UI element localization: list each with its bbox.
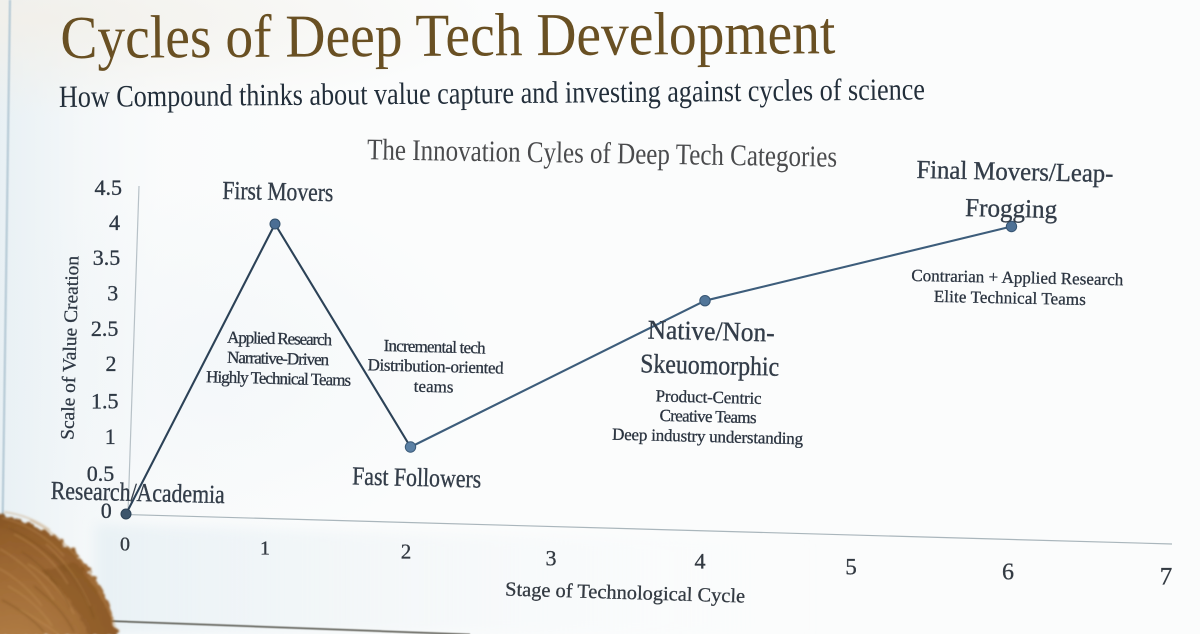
svg-text:The Innovation Cyles of Deep T: The Innovation Cyles of Deep Tech Catego… xyxy=(367,133,837,173)
svg-text:Scale of Value Creation: Scale of Value Creation xyxy=(57,255,83,440)
svg-text:Final Movers/Leap-: Final Movers/Leap- xyxy=(916,155,1114,188)
svg-text:Frogging: Frogging xyxy=(965,193,1058,224)
svg-text:3.5: 3.5 xyxy=(93,245,121,270)
svg-text:Contrarian + Applied Research: Contrarian + Applied Research xyxy=(911,266,1124,289)
svg-text:Distribution-oriented: Distribution-oriented xyxy=(367,355,504,377)
svg-text:Highly Technical Teams: Highly Technical Teams xyxy=(206,367,351,390)
svg-text:Incremental tech: Incremental tech xyxy=(383,336,486,357)
svg-text:5: 5 xyxy=(845,555,857,580)
svg-text:Deep industry understanding: Deep industry understanding xyxy=(612,425,804,449)
svg-text:Creative Teams: Creative Teams xyxy=(659,406,756,427)
svg-text:Research/Academia: Research/Academia xyxy=(50,476,225,509)
svg-text:Native/Non-: Native/Non- xyxy=(647,314,775,347)
svg-text:0: 0 xyxy=(120,534,130,556)
svg-text:2: 2 xyxy=(106,351,117,376)
svg-text:3: 3 xyxy=(107,281,118,306)
svg-text:Narrative-Driven: Narrative-Driven xyxy=(227,348,330,369)
svg-text:7: 7 xyxy=(1160,564,1173,591)
svg-text:1: 1 xyxy=(260,538,270,560)
svg-text:1.5: 1.5 xyxy=(91,389,119,414)
svg-text:0: 0 xyxy=(101,498,112,523)
svg-text:Elite Technical Teams: Elite Technical Teams xyxy=(934,287,1086,309)
svg-text:Applied Research: Applied Research xyxy=(227,328,333,350)
svg-text:2.5: 2.5 xyxy=(91,316,119,341)
svg-text:How Compound thinks about valu: How Compound thinks about value capture … xyxy=(59,71,925,114)
svg-text:Skeuomorphic: Skeuomorphic xyxy=(640,348,780,381)
svg-text:4: 4 xyxy=(109,210,120,235)
svg-text:First Movers: First Movers xyxy=(222,176,334,207)
svg-text:4: 4 xyxy=(695,549,706,574)
svg-text:6: 6 xyxy=(1002,560,1014,586)
svg-text:Fast Followers: Fast Followers xyxy=(352,461,482,493)
svg-text:0.5: 0.5 xyxy=(87,461,115,486)
svg-text:1: 1 xyxy=(105,424,116,449)
svg-text:Product-Centric: Product-Centric xyxy=(655,386,762,408)
svg-text:3: 3 xyxy=(546,546,557,571)
svg-text:Cycles of Deep Tech Developmen: Cycles of Deep Tech Development xyxy=(60,0,835,72)
svg-text:teams: teams xyxy=(414,377,454,397)
svg-text:4.5: 4.5 xyxy=(95,175,123,200)
svg-text:2: 2 xyxy=(401,540,412,564)
